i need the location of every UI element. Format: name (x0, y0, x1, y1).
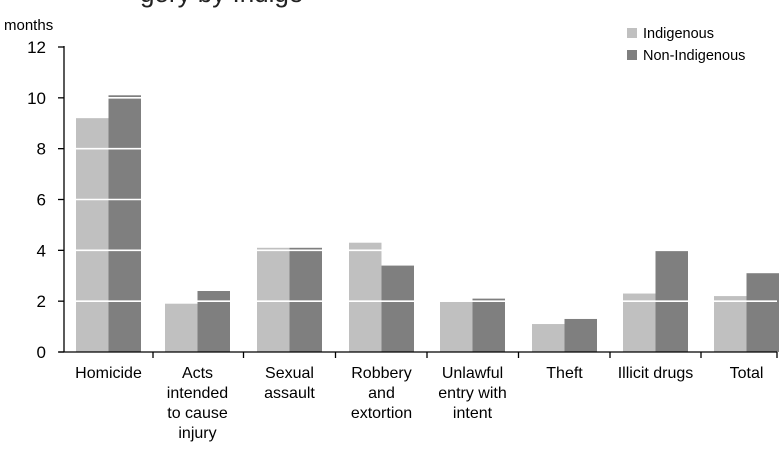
bar-indigenous-6 (623, 293, 656, 352)
x-category-label-3: Robbery and extortion (351, 365, 412, 422)
y-tick-label-6: 6 (37, 191, 46, 210)
x-category-label-line: assault (264, 385, 315, 402)
legend-label-1: Non-Indigenous (643, 48, 745, 64)
x-category-label-line: and (368, 385, 395, 402)
y-axis-label: months (4, 17, 53, 34)
y-tick-label-12: 12 (27, 38, 46, 57)
x-category-label-4: Unlawful entry with intent (438, 365, 506, 422)
axes-layer (58, 46, 778, 358)
bar-indigenous-0 (76, 118, 109, 353)
x-category-label-line: Theft (546, 365, 583, 382)
x-category-label-6: Illicit drugs (618, 365, 694, 382)
bar-non-indigenous-3 (381, 265, 414, 352)
x-category-label-line: Sexual (265, 365, 314, 382)
bar-indigenous-3 (349, 242, 382, 352)
x-category-label-line: entry with (438, 385, 506, 402)
x-category-label-line: Unlawful (442, 365, 503, 382)
x-category-label-0: Homicide (75, 365, 142, 382)
bar-indigenous-4 (440, 301, 473, 352)
x-category-label-line: intent (453, 405, 493, 422)
bar-non-indigenous-5 (564, 318, 597, 352)
bar-non-indigenous-0 (108, 95, 141, 353)
bar-indigenous-1 (165, 303, 198, 352)
x-category-label-line: to cause (167, 405, 228, 422)
x-category-label-5: Theft (546, 365, 583, 382)
bar-non-indigenous-7 (746, 273, 779, 352)
x-category-label-line: intended (167, 385, 228, 402)
x-category-label-line: Homicide (75, 365, 142, 382)
bars-layer (76, 95, 779, 353)
bar-non-indigenous-1 (197, 291, 230, 352)
chart-title: gory by Indige (140, 0, 303, 9)
y-tick-label-10: 10 (27, 89, 46, 108)
x-category-label-7: Total (730, 365, 764, 382)
gridlines-layer (65, 46, 777, 302)
x-category-label-2: Sexual assault (264, 365, 315, 402)
y-tick-label-2: 2 (37, 292, 46, 311)
legend-swatch-1 (627, 50, 637, 60)
y-tick-label-0: 0 (37, 343, 46, 362)
y-tick-label-8: 8 (37, 140, 46, 159)
bar-indigenous-5 (532, 324, 565, 352)
bar-non-indigenous-4 (472, 298, 505, 352)
legend-swatch-0 (627, 28, 637, 38)
x-category-label-line: extortion (351, 405, 412, 422)
x-category-label-line: Illicit drugs (618, 365, 694, 382)
x-category-label-line: Robbery (351, 365, 411, 382)
bar-non-indigenous-2 (289, 247, 322, 352)
labels-layer: 0 2 4 6 8 10 12 months Homicide Acts intended to ca… (4, 17, 763, 442)
legend: Indigenous Non-Indigenous (627, 26, 745, 64)
y-tick-label-4: 4 (37, 241, 46, 260)
legend-label-0: Indigenous (643, 26, 714, 42)
bar-indigenous-7 (714, 296, 747, 352)
x-category-label-line: Total (730, 365, 764, 382)
bar-indigenous-2 (257, 247, 290, 352)
x-category-label-line: Acts (182, 365, 213, 382)
x-category-label-line: injury (178, 425, 216, 442)
x-category-label-1: Acts intended to cause injury (167, 365, 228, 442)
